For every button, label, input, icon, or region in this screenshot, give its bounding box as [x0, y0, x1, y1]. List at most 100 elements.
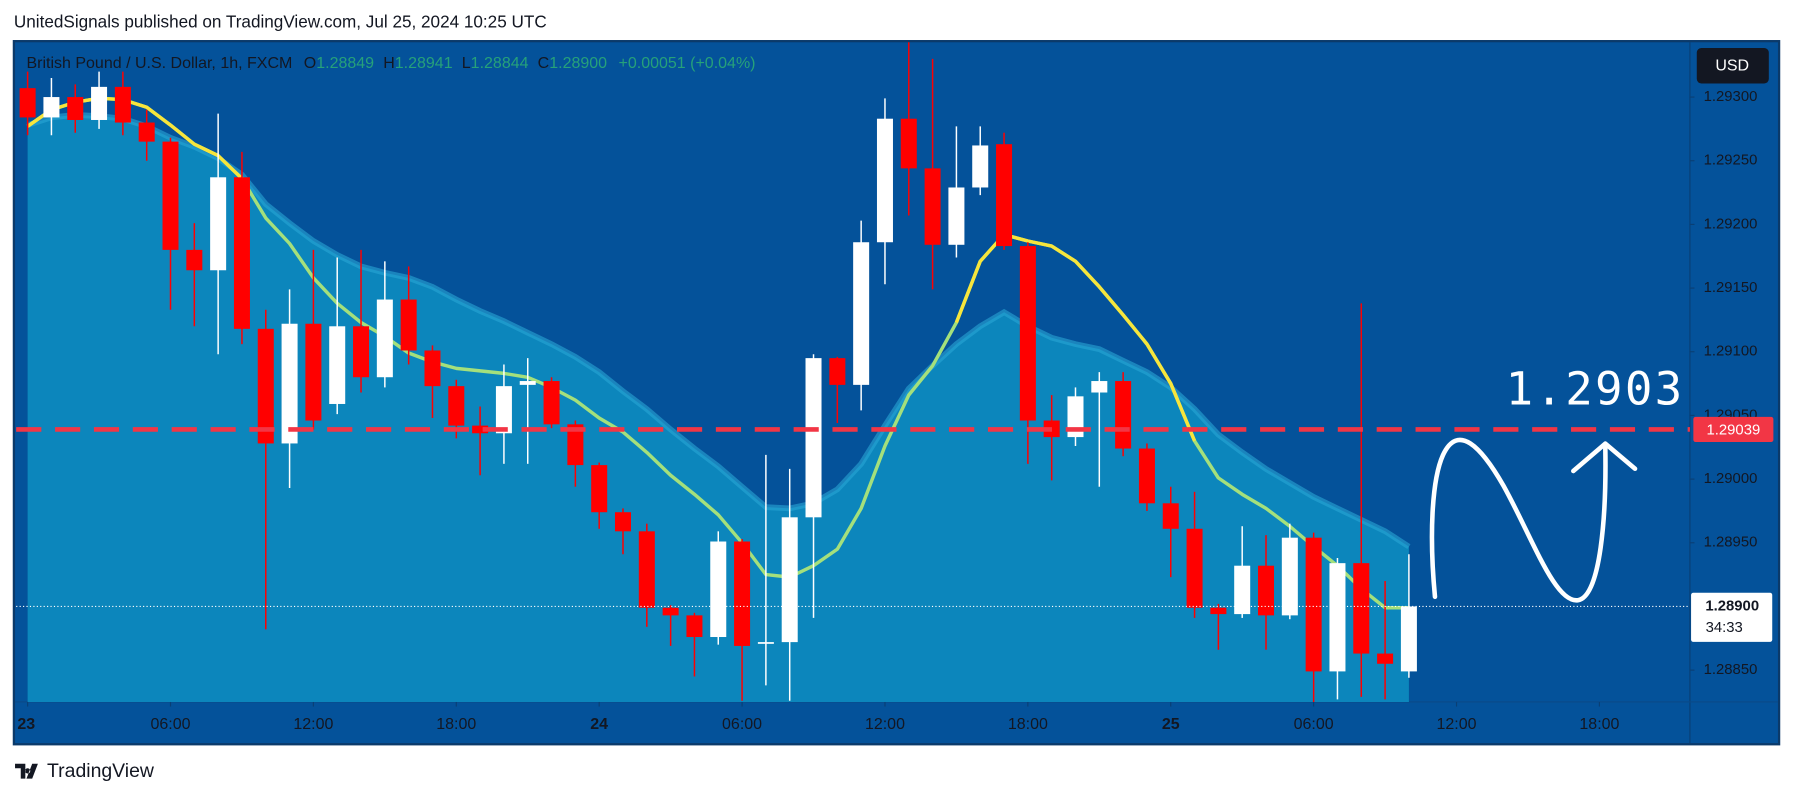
candle-body	[543, 381, 560, 425]
legend-key: O	[304, 55, 316, 72]
countdown-label: 34:33	[1706, 620, 1743, 636]
x-tick-label: 06:00	[150, 716, 190, 733]
y-tick-label: 1.28850	[1704, 662, 1758, 678]
candle-body	[1186, 528, 1203, 608]
candle-body	[1162, 503, 1179, 529]
candle-body	[734, 541, 751, 646]
legend-value: 1.28844	[471, 55, 529, 72]
candle-body	[257, 328, 274, 444]
candle-body	[1210, 607, 1227, 615]
y-tick-label: 1.29000	[1704, 471, 1758, 487]
candle-body	[829, 358, 846, 385]
candle-body	[1377, 653, 1394, 664]
level-badge	[1693, 416, 1774, 443]
x-tick-label: 12:00	[293, 716, 333, 733]
candle-body	[781, 517, 798, 643]
candle-body	[972, 145, 989, 188]
candle-body	[1353, 563, 1370, 654]
candle-body	[281, 323, 298, 444]
candle-body	[1138, 448, 1155, 504]
candle-body	[43, 97, 60, 118]
candle-body	[948, 187, 965, 245]
candle-body	[114, 86, 131, 123]
candle-body	[91, 86, 108, 120]
symbol: British Pound / U.S. Dollar, 1h, FXCM	[26, 55, 292, 72]
candle-body	[424, 350, 441, 387]
candle-body	[1115, 381, 1132, 449]
candle-body	[567, 424, 584, 466]
x-tick-label: 12:00	[1437, 716, 1477, 733]
candle-body	[495, 386, 512, 434]
y-tick-label: 1.29100	[1704, 344, 1758, 360]
drawn-path-arrow	[1429, 437, 1608, 603]
candle-body	[924, 168, 941, 245]
legend-key: H	[383, 55, 395, 72]
x-tick-label: 23	[17, 716, 35, 733]
legend: British Pound / U.S. Dollar, 1h, FXCM O1.…	[26, 55, 755, 72]
legend-change: +0.00051 (+0.04%)	[619, 55, 756, 72]
legend-key: C	[538, 55, 550, 72]
candle-body	[353, 326, 370, 378]
logo-icon	[15, 763, 38, 779]
candle-body	[233, 177, 250, 329]
currency-label[interactable]: USD	[1715, 58, 1749, 75]
candle-body	[1305, 537, 1322, 672]
logo-text: TradingView	[47, 760, 155, 782]
candle-body	[686, 615, 703, 638]
y-tick-label: 1.29250	[1704, 153, 1758, 169]
candle-body	[1400, 606, 1417, 672]
candle-body	[876, 118, 893, 243]
candle-body	[996, 144, 1013, 247]
x-tick-label: 24	[590, 716, 608, 733]
y-tick-label: 1.29150	[1704, 280, 1758, 296]
candle-body	[19, 88, 36, 118]
candle-body	[162, 141, 179, 250]
price-badge	[1691, 592, 1773, 642]
candle-body	[805, 358, 822, 518]
candle-body	[710, 541, 727, 638]
candle-body	[376, 299, 393, 378]
candle-body	[638, 531, 655, 608]
arrow-head	[1571, 441, 1638, 474]
y-tick-label: 1.29200	[1704, 216, 1758, 232]
x-tick-label: 06:00	[722, 716, 762, 733]
x-tick-label: 18:00	[1008, 716, 1048, 733]
candle-body	[67, 97, 84, 120]
candle-body	[900, 118, 917, 169]
candle-body	[853, 242, 870, 385]
x-tick-label: 18:00	[436, 716, 476, 733]
candle-body	[329, 326, 346, 404]
candle-body	[1067, 396, 1084, 438]
x-tick-label: 12:00	[865, 716, 905, 733]
candle-body	[614, 512, 632, 532]
publisher-header: UnitedSignals published on TradingView.c…	[14, 11, 547, 31]
candle-body	[757, 642, 774, 644]
price-badge-label: 1.28900	[1705, 598, 1759, 614]
tradingview-logo: TradingView	[15, 760, 155, 782]
level-badge-label: 1.29039	[1707, 423, 1761, 439]
candle-body	[448, 386, 465, 426]
candle-body	[472, 425, 489, 434]
currency-button[interactable]	[1696, 48, 1769, 84]
x-tick-label: 25	[1162, 716, 1180, 733]
legend-value: 1.28849	[316, 55, 374, 72]
candle-body	[1091, 381, 1108, 393]
legend-value: 1.28900	[549, 55, 607, 72]
candle-body	[1258, 565, 1275, 616]
candle-body	[210, 177, 227, 271]
x-tick-label: 18:00	[1579, 716, 1619, 733]
target-annotation: 1.2903	[1506, 363, 1685, 416]
candle-body	[400, 299, 417, 351]
y-tick-label: 1.29300	[1704, 89, 1758, 105]
candle-body	[1281, 537, 1298, 616]
band-area	[27, 114, 1409, 702]
candle-body	[591, 465, 608, 513]
legend-key: L	[462, 55, 471, 72]
candle-body	[519, 381, 536, 385]
candle-body	[186, 249, 203, 271]
candle-body	[1329, 563, 1346, 672]
x-tick-label: 06:00	[1294, 716, 1334, 733]
legend-value: 1.28941	[395, 55, 453, 72]
